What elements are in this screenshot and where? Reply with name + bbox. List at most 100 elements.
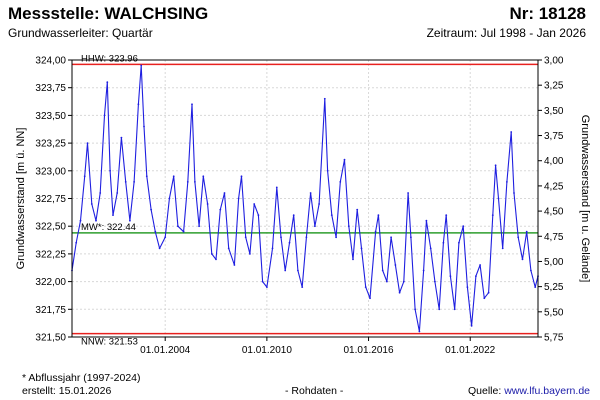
source: Quelle: www.lfu.bayern.de xyxy=(468,385,590,397)
data-point xyxy=(390,236,392,239)
data-point xyxy=(271,247,274,250)
aquifer-label: Grundwasserleiter: Quartär xyxy=(8,26,153,40)
data-point xyxy=(343,158,346,161)
data-point xyxy=(168,197,171,200)
data-point xyxy=(483,297,486,300)
data-point xyxy=(90,203,93,205)
footnote: * Abflussjahr (1997-2024) xyxy=(22,372,141,384)
data-point xyxy=(120,136,123,139)
data-point xyxy=(386,280,388,283)
data-point xyxy=(280,236,282,239)
y-tick-label: 323,50 xyxy=(35,111,66,122)
y-tick-label: 322,50 xyxy=(35,222,66,233)
data-point xyxy=(106,81,109,84)
data-point xyxy=(240,175,243,178)
data-point xyxy=(407,192,409,194)
data-point xyxy=(501,247,504,250)
y-tick-label: 321,75 xyxy=(35,305,66,316)
data-point xyxy=(301,286,304,288)
data-point xyxy=(284,269,287,272)
data-point xyxy=(112,214,114,217)
data-point xyxy=(364,286,367,288)
data-point xyxy=(143,125,145,128)
data-point xyxy=(470,325,473,327)
y2-tick-label: 3,50 xyxy=(544,106,564,117)
data-point xyxy=(249,253,251,255)
data-point xyxy=(191,103,193,106)
data-point xyxy=(266,286,268,288)
reference-lines: HHW: 323.96 MW*: 322.44 NNW: 321.53 xyxy=(72,53,538,348)
data-point xyxy=(83,175,86,178)
data-point xyxy=(219,208,222,211)
data-point xyxy=(425,219,428,222)
data-point xyxy=(487,291,490,294)
data-point xyxy=(140,64,143,67)
y2-tick-label: 5,00 xyxy=(544,257,564,268)
data-point xyxy=(438,308,441,311)
data-point xyxy=(116,192,119,194)
y-tick-label: 322,25 xyxy=(35,249,66,260)
data-point xyxy=(177,225,179,228)
data-point xyxy=(154,230,157,233)
y2-tick-label: 5,25 xyxy=(544,282,564,293)
station-number: Nr: 18128 xyxy=(509,4,586,23)
data-point xyxy=(377,214,380,217)
data-point xyxy=(398,291,401,294)
y-tick-label: 323,75 xyxy=(35,83,66,94)
data-point xyxy=(237,197,240,200)
data-point xyxy=(402,280,405,283)
data-point xyxy=(335,236,337,239)
y2-tick-label: 3,25 xyxy=(544,81,564,92)
data-point xyxy=(449,275,452,277)
data-point xyxy=(210,253,213,255)
data-point xyxy=(445,214,448,217)
data-point xyxy=(475,275,477,277)
data-point xyxy=(158,247,161,250)
axis-labels: 321,50 321,75 322,00 322,25 322,50 322,75 323,… xyxy=(15,56,591,357)
y2-tick-label: 4,00 xyxy=(544,156,564,167)
data-point xyxy=(339,181,342,183)
source-link[interactable]: www.lfu.bayern.de xyxy=(504,385,590,397)
x-tick-label: 01.01.2022 xyxy=(445,345,495,356)
data-point xyxy=(86,142,89,145)
data-point xyxy=(95,219,97,222)
data-point xyxy=(244,236,247,239)
data-point xyxy=(521,258,524,261)
data-point xyxy=(479,264,481,266)
data-point xyxy=(109,169,111,172)
data-point xyxy=(164,236,167,239)
data-point xyxy=(429,247,432,250)
data-point xyxy=(497,197,500,200)
data-point xyxy=(410,236,412,239)
period-label: Zeitraum: Jul 1998 - Jan 2026 xyxy=(426,26,586,40)
data-point xyxy=(150,208,153,211)
reference-line-label: MW*: 322.44 xyxy=(81,222,136,233)
data-point xyxy=(534,286,537,288)
y2-tick-label: 3,00 xyxy=(544,56,564,67)
data-point xyxy=(124,181,127,183)
data-point xyxy=(186,181,189,183)
reference-line-label: NNW: 321.53 xyxy=(81,337,138,348)
data-point xyxy=(275,186,278,189)
data-point xyxy=(305,236,308,239)
data-point xyxy=(381,269,384,272)
data-point xyxy=(253,203,256,205)
data-point xyxy=(194,181,196,183)
data-point xyxy=(494,164,497,167)
y-tick-label: 324,00 xyxy=(35,56,66,67)
page-title: Messstelle: WALCHSING xyxy=(8,4,209,23)
y2-tick-label: 4,75 xyxy=(544,232,564,243)
data-point xyxy=(233,264,236,266)
x-tick-label: 01.01.2010 xyxy=(242,345,292,356)
y-tick-label: 322,00 xyxy=(35,277,66,288)
data-point xyxy=(352,258,354,261)
data-point xyxy=(525,230,528,233)
data-point xyxy=(506,181,508,183)
data-point xyxy=(288,241,291,244)
data-point xyxy=(517,236,520,239)
y-axis-label: Grundwasserstand [m ü. NN] xyxy=(15,128,27,270)
y-tick-label: 322,75 xyxy=(35,194,66,205)
data-point xyxy=(206,203,209,205)
data-point xyxy=(347,225,350,228)
data-point xyxy=(530,269,532,272)
